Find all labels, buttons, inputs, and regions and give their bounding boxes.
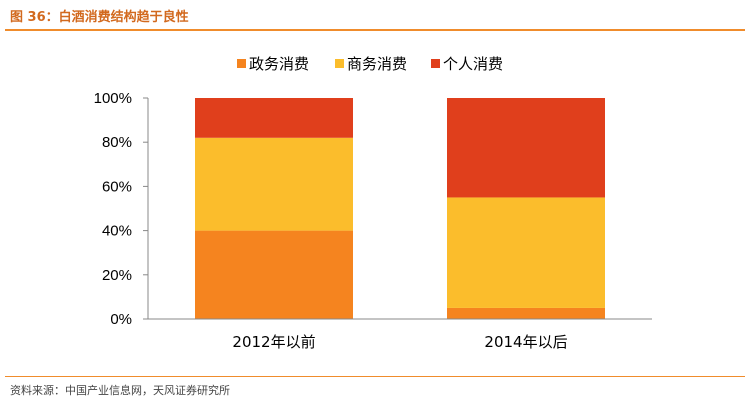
bar-segment <box>195 98 353 138</box>
y-tick-label: 0% <box>110 311 132 328</box>
y-tick-label: 80% <box>102 134 132 151</box>
source-note: 资料来源：中国产业信息网，天风证券研究所 <box>10 384 230 397</box>
legend-label: 个人消费 <box>443 55 503 73</box>
y-tick-label: 100% <box>94 90 132 107</box>
legend-swatch <box>431 59 440 68</box>
bar-segment <box>195 137 353 231</box>
bars <box>195 98 605 319</box>
title-rule <box>5 29 745 31</box>
y-tick-label: 20% <box>102 267 132 284</box>
bar-segment <box>447 307 605 319</box>
bar-segment <box>447 197 605 308</box>
legend-label: 商务消费 <box>347 55 407 73</box>
figure-title: 图 36：白酒消费结构趋于良性 <box>10 10 189 25</box>
legend-label: 政务消费 <box>249 55 309 73</box>
y-axis: 0% 20% 40% 60% 80% 100% <box>94 90 149 328</box>
x-tick-label: 2012年以前 <box>232 333 315 351</box>
y-tick-label: 40% <box>102 223 132 240</box>
bar-segment <box>195 230 353 319</box>
legend-swatch <box>237 59 246 68</box>
x-axis: 2012年以前 2014年以后 <box>148 318 652 351</box>
legend-swatch <box>335 59 344 68</box>
legend: 政务消费 商务消费 个人消费 <box>237 55 503 73</box>
y-tick-label: 60% <box>102 178 132 195</box>
x-tick-label: 2014年以后 <box>484 333 567 351</box>
source-rule <box>5 376 745 377</box>
bar-segment <box>447 98 605 198</box>
